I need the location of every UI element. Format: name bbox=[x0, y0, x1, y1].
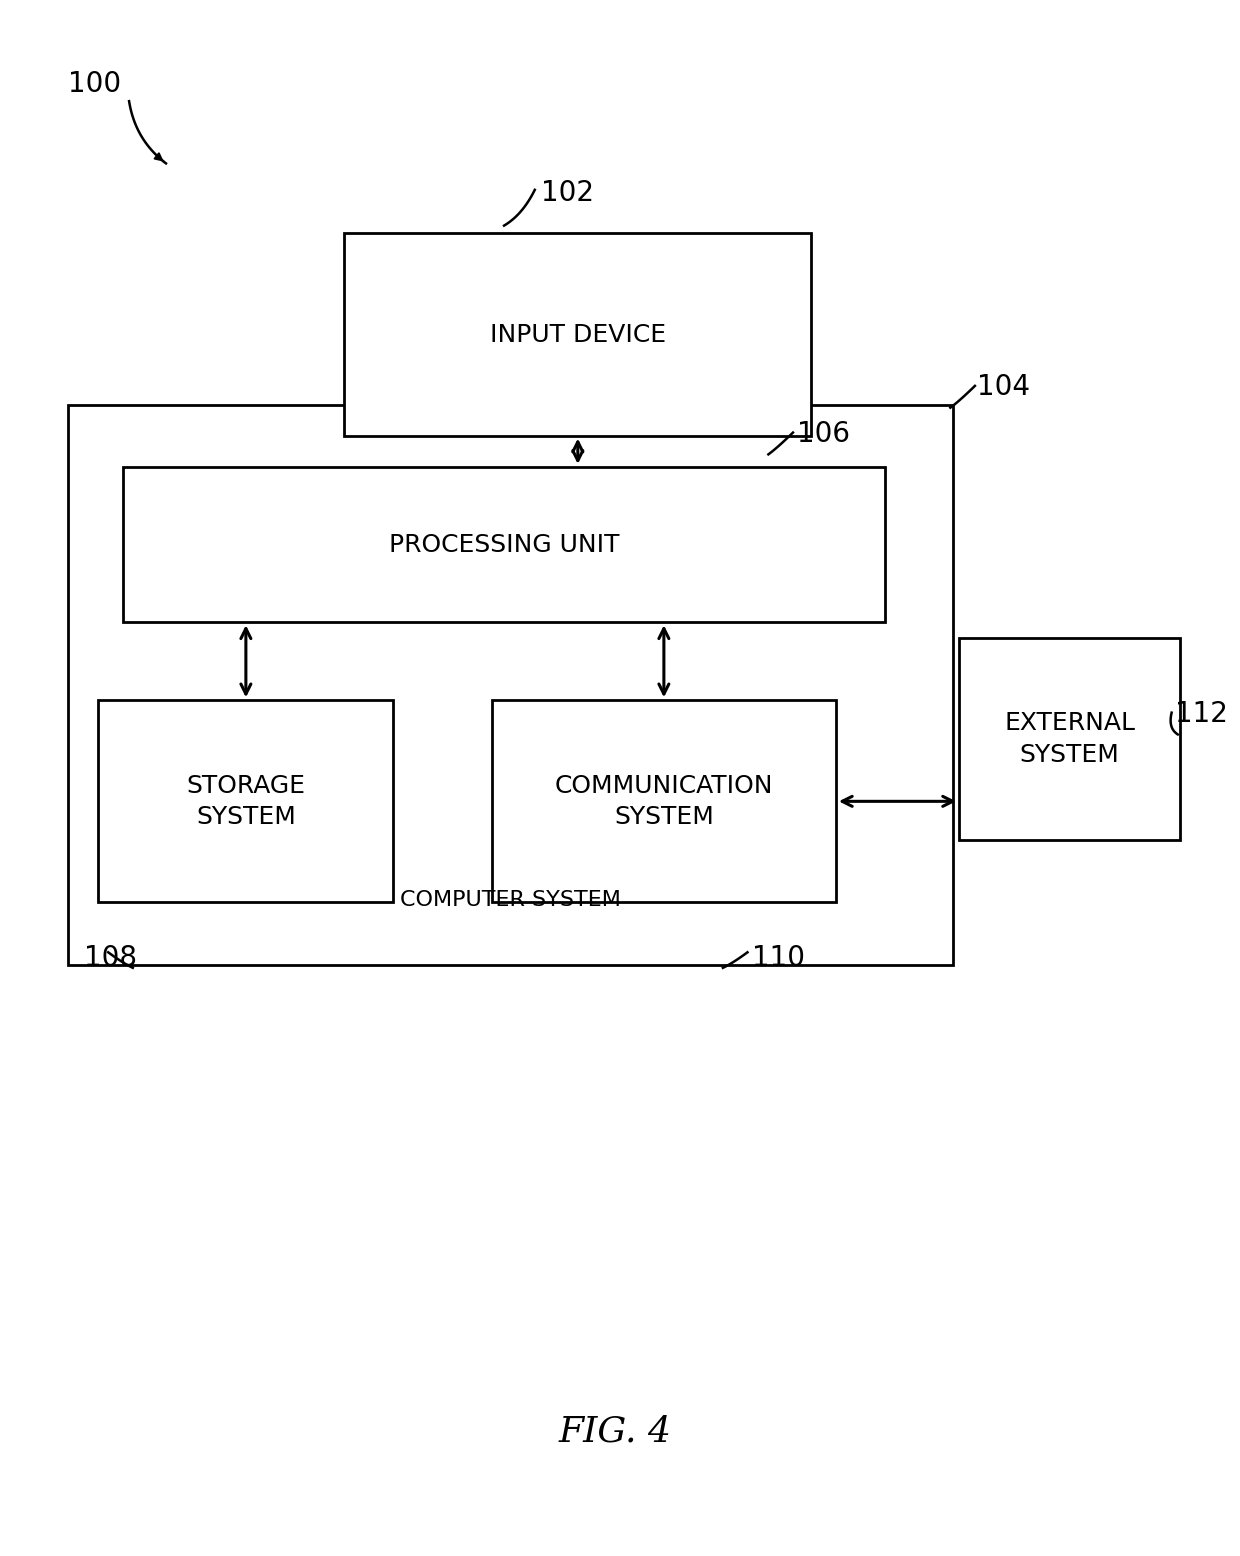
FancyBboxPatch shape bbox=[345, 233, 811, 436]
Text: 110: 110 bbox=[753, 944, 806, 972]
Text: 104: 104 bbox=[977, 373, 1030, 401]
Text: 112: 112 bbox=[1176, 700, 1228, 728]
Text: FIG. 4: FIG. 4 bbox=[558, 1414, 671, 1449]
FancyBboxPatch shape bbox=[123, 467, 885, 622]
FancyBboxPatch shape bbox=[98, 700, 393, 902]
Text: 100: 100 bbox=[68, 70, 120, 98]
Text: 108: 108 bbox=[83, 944, 136, 972]
FancyBboxPatch shape bbox=[492, 700, 836, 902]
Text: 102: 102 bbox=[541, 179, 594, 207]
Text: STORAGE
SYSTEM: STORAGE SYSTEM bbox=[186, 773, 305, 829]
Text: PROCESSING UNIT: PROCESSING UNIT bbox=[389, 532, 619, 557]
FancyBboxPatch shape bbox=[68, 405, 952, 965]
Text: COMPUTER SYSTEM: COMPUTER SYSTEM bbox=[399, 890, 621, 910]
Text: INPUT DEVICE: INPUT DEVICE bbox=[490, 322, 666, 347]
Text: COMMUNICATION
SYSTEM: COMMUNICATION SYSTEM bbox=[554, 773, 773, 829]
Text: EXTERNAL
SYSTEM: EXTERNAL SYSTEM bbox=[1004, 711, 1135, 767]
Text: 106: 106 bbox=[796, 420, 849, 448]
FancyBboxPatch shape bbox=[959, 638, 1180, 840]
